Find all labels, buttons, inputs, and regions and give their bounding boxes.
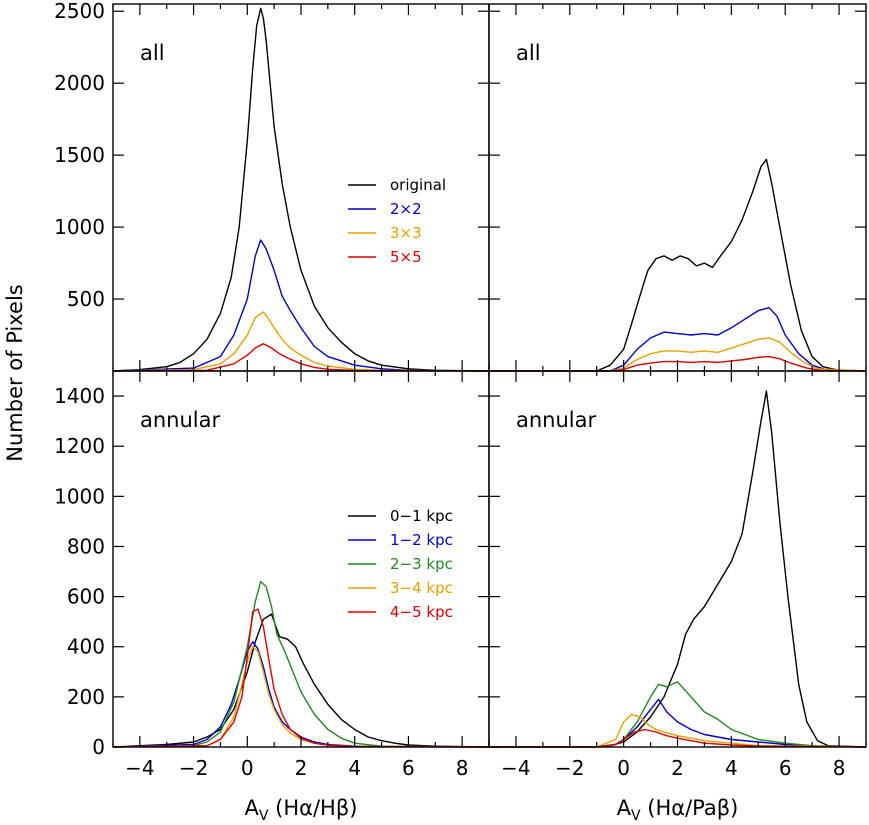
series-line-tl-3 [112, 343, 490, 372]
x-tick-label-bl: −2 [179, 756, 208, 780]
legend-label-tl-0: original [390, 176, 446, 194]
series-line-bl-2 [112, 580, 490, 748]
y-tick-label-tl: 1500 [54, 143, 105, 167]
series-line-bl-3 [112, 646, 490, 748]
series-line-tl-2 [112, 311, 490, 372]
series-line-bl-0 [112, 613, 490, 748]
legend-label-tl-1: 2×2 [390, 200, 422, 218]
legend-label-tl-3: 5×5 [390, 248, 422, 266]
legend-label-tl-2: 3×3 [390, 224, 422, 242]
series-line-br-4 [489, 728, 867, 748]
y-tick-label-tl: 2500 [54, 0, 105, 23]
x-tick-label-bl: 8 [456, 756, 469, 780]
series-line-br-3 [489, 713, 867, 748]
y-tick-label-bl: 400 [67, 635, 105, 659]
y-tick-label-bl: 600 [67, 585, 105, 609]
series-line-br-0 [489, 390, 867, 748]
series-line-tr-1 [489, 307, 867, 372]
x-axis-title-bl: AV (Hα/Hβ) [245, 796, 358, 824]
plot-frame-tr [488, 3, 867, 372]
y-tick-label-tl: 2000 [54, 71, 105, 95]
y-tick-label-bl: 1200 [54, 434, 105, 458]
panels: 5001000150020002500alloriginal2×23×35×5a… [54, 0, 867, 824]
series-line-tr-3 [489, 355, 867, 372]
series-line-tl-0 [112, 7, 490, 372]
x-tick-label-br: 6 [779, 756, 792, 780]
panel-label-bl: annular [140, 408, 221, 432]
series-line-tr-0 [489, 158, 867, 372]
legend-label-bl-3: 3−4 kpc [390, 579, 453, 597]
panel-tr: all [488, 3, 867, 372]
x-tick-label-bl: 4 [348, 756, 361, 780]
series-line-bl-1 [112, 641, 490, 748]
y-tick-label-bl: 1000 [54, 484, 105, 508]
y-tick-label-bl: 0 [92, 735, 105, 759]
y-tick-label-tl: 500 [67, 287, 105, 311]
x-tick-label-br: 8 [833, 756, 846, 780]
y-tick-label-bl: 200 [67, 685, 105, 709]
x-tick-label-bl: 0 [241, 756, 254, 780]
x-tick-label-br: −2 [555, 756, 584, 780]
y-tick-label-bl: 800 [67, 534, 105, 558]
panel-tl: 500 1000 1500 2000 2500 all original 2×2 3×3 5×5 [54, 0, 490, 372]
legend-label-bl-0: 0−1 kpc [390, 507, 453, 525]
x-axis-title-br: AV (Hα/Paβ) [617, 796, 739, 824]
y-tick-label-tl: 1000 [54, 215, 105, 239]
panel-label-br: annular [516, 408, 597, 432]
x-tick-label-bl: 6 [402, 756, 415, 780]
x-tick-label-br: 0 [617, 756, 630, 780]
series-line-bl-4 [112, 608, 490, 748]
x-tick-label-br: 2 [671, 756, 684, 780]
series-line-tr-2 [489, 337, 867, 372]
legend-label-bl-2: 2−3 kpc [390, 555, 453, 573]
panel-bl: 0 200 400 600 800 1000 1200 1400 −4 −2 0 2 4 6 8 annula… [54, 370, 490, 824]
x-tick-label-br: −4 [501, 756, 530, 780]
x-tick-label-bl: 2 [295, 756, 308, 780]
panel-br: −4 −2 0 2 4 6 8 annular AV (Hα/Paβ) [488, 370, 867, 824]
legend-label-bl-1: 1−2 kpc [390, 531, 453, 549]
panel-label-tl: all [140, 41, 165, 65]
legend-label-bl-4: 4−5 kpc [390, 603, 453, 621]
y-tick-label-bl: 1400 [54, 384, 105, 408]
x-tick-label-br: 4 [725, 756, 738, 780]
y-axis-title: Number of Pixels [3, 284, 27, 461]
panel-label-tr: all [516, 41, 541, 65]
x-tick-label-bl: −4 [125, 756, 154, 780]
series-line-tl-1 [112, 239, 490, 372]
